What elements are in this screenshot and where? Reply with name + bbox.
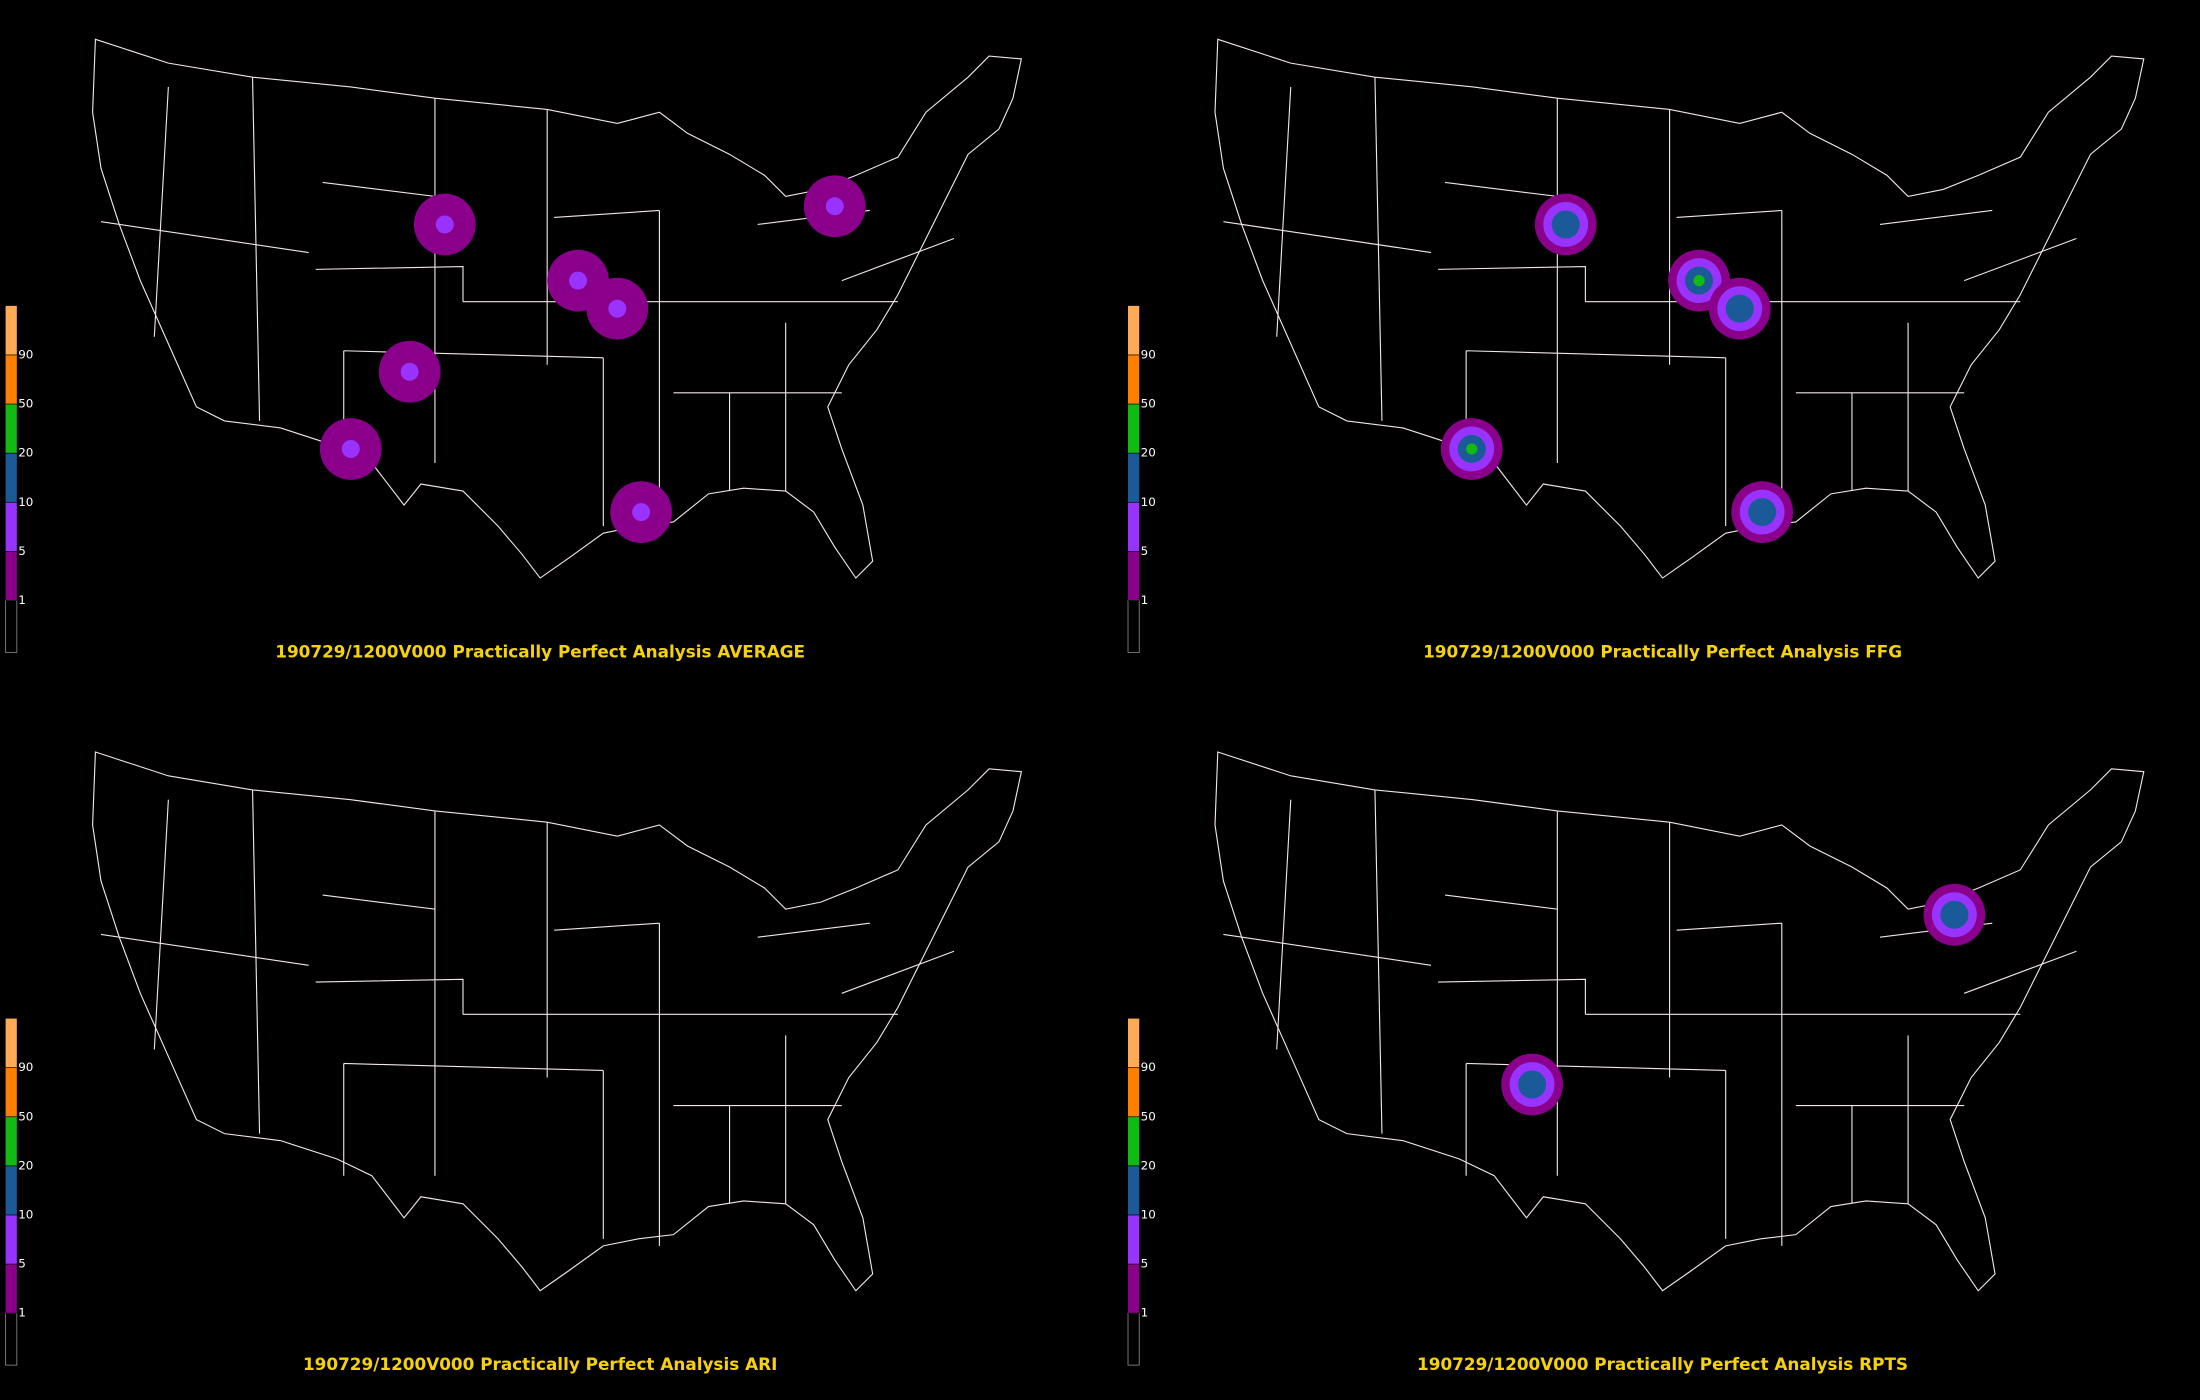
stage: 1 5 10 20 50 90 190729/1200V000 Practically Pe…: [5, 38, 2145, 1374]
colorbar-label: 5: [18, 544, 26, 558]
probability-contour: [435, 215, 454, 234]
probability-contour: [1693, 274, 1705, 287]
colorbar-label: 1: [1141, 593, 1149, 607]
colorbar-label: 90: [1141, 347, 1156, 361]
colorbar-label: 90: [1141, 1060, 1156, 1074]
probability-contour: [341, 439, 360, 458]
colorbar-segment: [5, 1312, 18, 1366]
colorbar-segment: [1127, 600, 1140, 653]
colorbar-segment: [5, 1067, 17, 1117]
us-map: [92, 751, 1022, 1292]
colorbar-label: 1: [1141, 1306, 1149, 1320]
colorbar-segment: [5, 1214, 17, 1265]
colorbar-label: 20: [18, 1158, 33, 1172]
colorbar-segment: [1128, 354, 1140, 405]
us-map: [1214, 38, 2145, 579]
probability-contour: [825, 197, 844, 216]
probability-contour: [1518, 1070, 1547, 1099]
colorbar-segment: [1128, 502, 1140, 552]
probability-contour: [569, 271, 588, 290]
colorbar-segment: [1128, 1214, 1140, 1265]
colorbar-segment: [1128, 1067, 1140, 1117]
panel: 1 5 10 20 50 90 190729/1200V000 Practically Pe…: [1127, 38, 2145, 661]
colorbar-label: 10: [18, 495, 33, 509]
panel-title: 190729/1200V000 Practically Perfect Anal…: [1423, 641, 1902, 661]
colorbar-label: 50: [1141, 1109, 1156, 1123]
us-map: [92, 38, 1022, 579]
probability-contour: [1725, 294, 1754, 323]
colorbar-segment: [1128, 551, 1140, 601]
probability-contour: [1940, 900, 1969, 929]
probability-contour: [1466, 443, 1478, 455]
colorbar-segment: [5, 1116, 17, 1166]
colorbar-segment: [5, 600, 18, 653]
colorbar-segment: [5, 354, 17, 405]
panel-title: 190729/1200V000 Practically Perfect Anal…: [303, 1354, 777, 1374]
colorbar-label: 10: [1141, 495, 1156, 509]
colorbar-label: 10: [18, 1207, 33, 1221]
colorbar-label: 10: [1141, 1207, 1156, 1221]
probability-contour: [1551, 210, 1580, 239]
colorbar-segment: [1128, 305, 1140, 355]
colorbar-label: 20: [1141, 446, 1156, 460]
colorbar-segment: [1128, 1018, 1140, 1068]
colorbar-label: 50: [18, 1109, 33, 1123]
colorbar-label: 90: [18, 1060, 33, 1074]
panel-title: 190729/1200V000 Practically Perfect Anal…: [1417, 1354, 1908, 1374]
colorbar-label: 5: [1141, 544, 1149, 558]
colorbar-segment: [1128, 453, 1140, 503]
colorbar-segment: [1128, 1264, 1140, 1314]
colorbar-segment: [5, 1018, 17, 1068]
panel: 1 5 10 20 50 90 190729/1200V000 Practically Pe…: [5, 751, 1022, 1374]
colorbar-label: 20: [1141, 1158, 1156, 1172]
panel: 1 5 10 20 50 90 190729/1200V000 Practically Pe…: [1127, 751, 2145, 1374]
colorbar-segment: [5, 1165, 17, 1215]
us-map: [1214, 751, 2145, 1292]
colorbar-label: 1: [18, 593, 26, 607]
colorbar-segment: [5, 1264, 17, 1314]
colorbar-segment: [1128, 404, 1140, 454]
colorbar-segment: [5, 551, 17, 601]
colorbar-segment: [1127, 1312, 1140, 1366]
colorbar-segment: [5, 502, 17, 552]
colorbar-label: 50: [1141, 397, 1156, 411]
colorbar-segment: [5, 305, 17, 355]
colorbar-label: 90: [18, 347, 33, 361]
panel-title: 190729/1200V000 Practically Perfect Anal…: [275, 641, 805, 661]
colorbar-segment: [1128, 1165, 1140, 1215]
probability-contour: [1748, 498, 1777, 527]
probability-contour: [608, 299, 627, 318]
panel: 1 5 10 20 50 90 190729/1200V000 Practically Pe…: [5, 38, 1022, 661]
colorbar-label: 20: [18, 446, 33, 460]
colorbar-segment: [5, 453, 17, 503]
probability-contour: [632, 503, 651, 522]
colorbar-label: 5: [1141, 1257, 1149, 1271]
probability-contour: [400, 362, 419, 381]
colorbar-segment: [1128, 1116, 1140, 1166]
colorbar-segment: [5, 404, 17, 454]
colorbar-label: 50: [18, 397, 33, 411]
colorbar-label: 5: [18, 1257, 26, 1271]
colorbar-label: 1: [18, 1306, 26, 1320]
